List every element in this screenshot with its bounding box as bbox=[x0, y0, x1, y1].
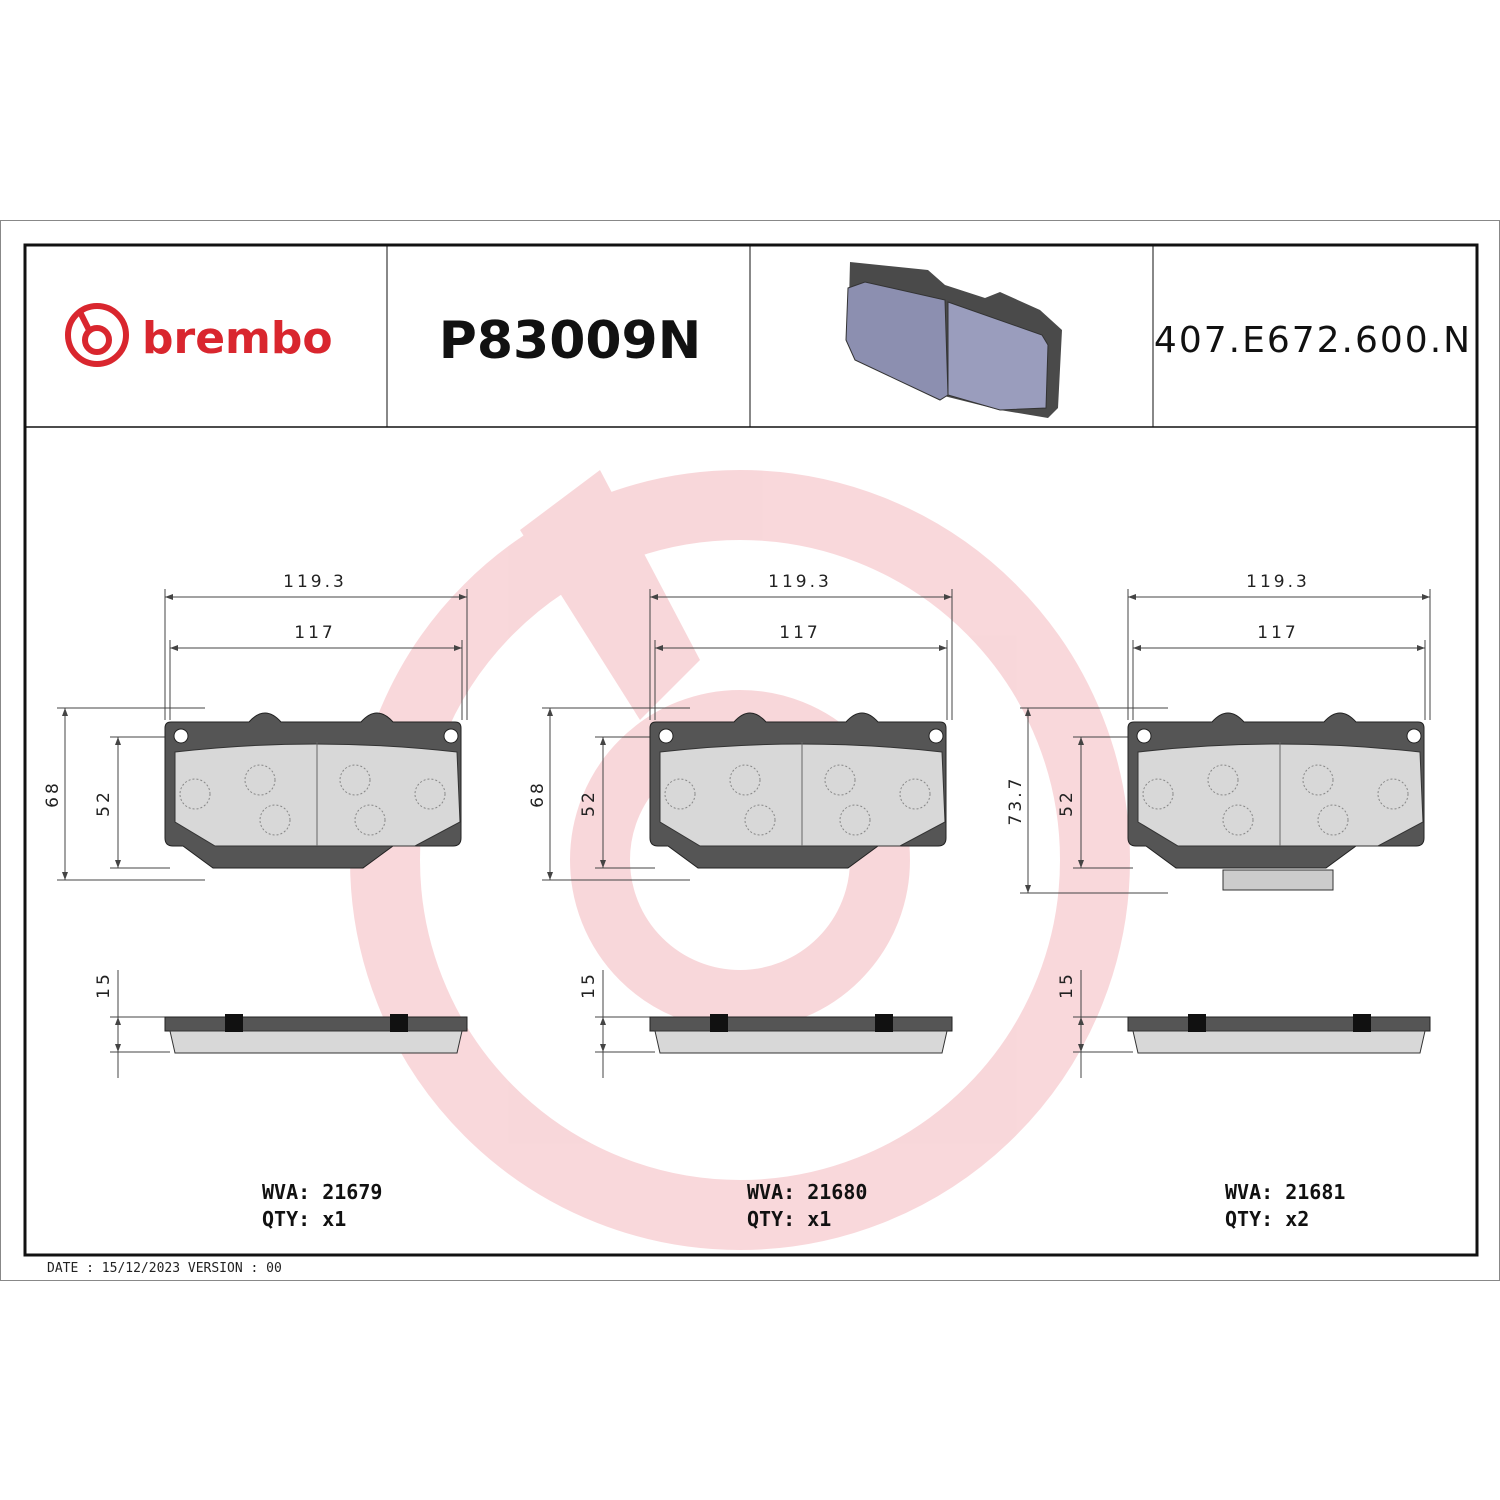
shim-hole bbox=[839, 804, 871, 836]
watermark-ring bbox=[350, 470, 1130, 1250]
side-clip bbox=[1353, 1014, 1371, 1032]
mount-hole bbox=[173, 728, 189, 744]
side-clip bbox=[710, 1014, 728, 1032]
shim-hole bbox=[259, 804, 291, 836]
part-number: P83009N bbox=[439, 311, 702, 371]
footer-date: DATE : 15/12/2023 VERSION : 00 bbox=[47, 1261, 282, 1276]
wear-indicator bbox=[1222, 869, 1334, 891]
shim-hole bbox=[414, 778, 446, 810]
shim-hole bbox=[1377, 778, 1409, 810]
logo-stem bbox=[77, 310, 93, 334]
shim-hole bbox=[824, 764, 856, 796]
wva-label: WVA: 21679 bbox=[262, 1180, 382, 1204]
dimension-label: 15 bbox=[579, 971, 599, 999]
reference-number: 407.E672.600.N bbox=[1154, 320, 1472, 361]
brand-name: brembo bbox=[142, 313, 333, 364]
shim-hole bbox=[1302, 764, 1334, 796]
qty-label: QTY: x2 bbox=[1225, 1207, 1309, 1231]
dimension-label: 15 bbox=[94, 971, 114, 999]
side-backplate bbox=[1127, 1016, 1431, 1032]
dimension-label: 68 bbox=[43, 780, 63, 808]
shim-hole bbox=[179, 778, 211, 810]
arrow bbox=[115, 1017, 121, 1052]
dimension-label: 117 bbox=[779, 623, 820, 643]
shim-hole bbox=[354, 804, 386, 836]
shim-hole bbox=[899, 778, 931, 810]
shim-hole bbox=[1222, 804, 1254, 836]
shim-hole bbox=[744, 804, 776, 836]
wva-label: WVA: 21681 bbox=[1225, 1180, 1345, 1204]
shim-hole bbox=[664, 778, 696, 810]
side-clip bbox=[1188, 1014, 1206, 1032]
mount-hole bbox=[658, 728, 674, 744]
pad-friction-right bbox=[947, 301, 1049, 411]
side-clip bbox=[390, 1014, 408, 1032]
shim-hole bbox=[1207, 764, 1239, 796]
side-backplate bbox=[164, 1016, 468, 1032]
pad-illustration bbox=[845, 262, 1062, 418]
dimension-label: 119.3 bbox=[283, 572, 347, 592]
dimension-label: 117 bbox=[294, 623, 335, 643]
mount-hole bbox=[443, 728, 459, 744]
side-clip bbox=[875, 1014, 893, 1032]
dimension-label: 73.7 bbox=[1006, 776, 1026, 826]
qty-label: QTY: x1 bbox=[262, 1207, 346, 1231]
pads: 119.3 117 68 52 15 WVA: 21679 QTY: x1 119.3 117 6… bbox=[43, 572, 1431, 1231]
logo-ring bbox=[65, 303, 129, 367]
dimension-label: 52 bbox=[579, 789, 599, 817]
inner-frame bbox=[23, 243, 1479, 1257]
dimension-label: 52 bbox=[94, 789, 114, 817]
side-clip bbox=[225, 1014, 243, 1032]
pad-friction-left bbox=[845, 281, 949, 401]
dimension-label: 68 bbox=[528, 780, 548, 808]
dimension-label: 117 bbox=[1257, 623, 1298, 643]
dimension-label: 119.3 bbox=[768, 572, 832, 592]
brand-logo bbox=[65, 303, 129, 367]
shim-hole bbox=[729, 764, 761, 796]
logo-inner bbox=[82, 325, 112, 355]
mount-hole bbox=[928, 728, 944, 744]
dimension-label: 119.3 bbox=[1246, 572, 1310, 592]
qty-label: QTY: x1 bbox=[747, 1207, 831, 1231]
side-friction bbox=[169, 1030, 463, 1054]
mount-hole bbox=[1406, 728, 1422, 744]
side-friction bbox=[1132, 1030, 1426, 1054]
mount-hole bbox=[1136, 728, 1152, 744]
side-backplate bbox=[649, 1016, 953, 1032]
shim-hole bbox=[1142, 778, 1174, 810]
shim-hole bbox=[244, 764, 276, 796]
side-friction bbox=[654, 1030, 948, 1054]
shim-hole bbox=[339, 764, 371, 796]
shim-hole bbox=[1317, 804, 1349, 836]
dimension-label: 52 bbox=[1057, 789, 1077, 817]
arrow bbox=[600, 1017, 606, 1052]
wva-label: WVA: 21680 bbox=[747, 1180, 867, 1204]
arrow bbox=[1078, 1017, 1084, 1052]
dimension-label: 15 bbox=[1057, 971, 1077, 999]
